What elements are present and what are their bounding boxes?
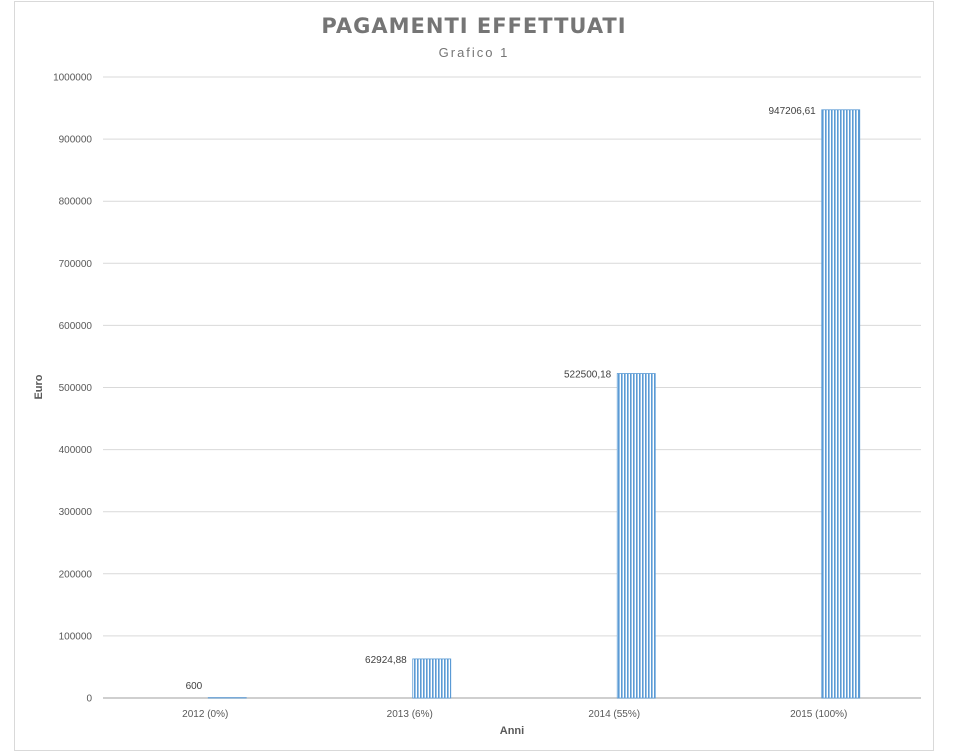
y-tick-label: 800000 xyxy=(59,197,93,208)
x-axis-title: Anni xyxy=(500,725,524,737)
data-label: 522500,18 xyxy=(564,370,612,381)
bar-chart: PAGAMENTI EFFETTUATI Grafico 1 0 100000 20… xyxy=(15,2,956,756)
bar xyxy=(822,110,860,698)
y-tick-label: 600000 xyxy=(59,321,93,332)
data-label: 947206,61 xyxy=(768,106,816,117)
chart-frame: PAGAMENTI EFFETTUATI Grafico 1 0 100000 20… xyxy=(14,1,934,751)
chart-subtitle: Grafico 1 xyxy=(439,45,510,60)
bars xyxy=(208,110,860,698)
bar xyxy=(413,659,451,698)
y-tick-label: 300000 xyxy=(59,507,93,518)
gridlines xyxy=(103,77,921,698)
x-axis-ticks: 2012 (0%) 2013 (6%) 2014 (55%) 2015 (100%) xyxy=(182,709,847,720)
y-tick-label: 400000 xyxy=(59,445,93,456)
y-axis-title: Euro xyxy=(33,374,45,399)
x-tick-label: 2012 (0%) xyxy=(182,709,228,720)
y-tick-label: 200000 xyxy=(59,569,93,580)
data-labels: 600 62924,88 522500,18 947206,61 xyxy=(186,106,817,692)
y-tick-label: 700000 xyxy=(59,259,93,270)
y-tick-label: 0 xyxy=(86,694,92,705)
x-tick-label: 2014 (55%) xyxy=(588,709,640,720)
data-label: 600 xyxy=(186,681,203,692)
y-axis-ticks: 0 100000 200000 300000 400000 500000 600000 700… xyxy=(53,73,92,705)
x-tick-label: 2013 (6%) xyxy=(387,709,433,720)
y-tick-label: 500000 xyxy=(59,383,93,394)
y-tick-label: 100000 xyxy=(59,631,93,642)
y-tick-label: 900000 xyxy=(59,135,93,146)
x-tick-label: 2015 (100%) xyxy=(790,709,847,720)
bar xyxy=(617,374,655,698)
data-label: 62924,88 xyxy=(365,655,407,666)
chart-title: PAGAMENTI EFFETTUATI xyxy=(321,14,626,38)
y-tick-label: 1000000 xyxy=(53,73,92,84)
